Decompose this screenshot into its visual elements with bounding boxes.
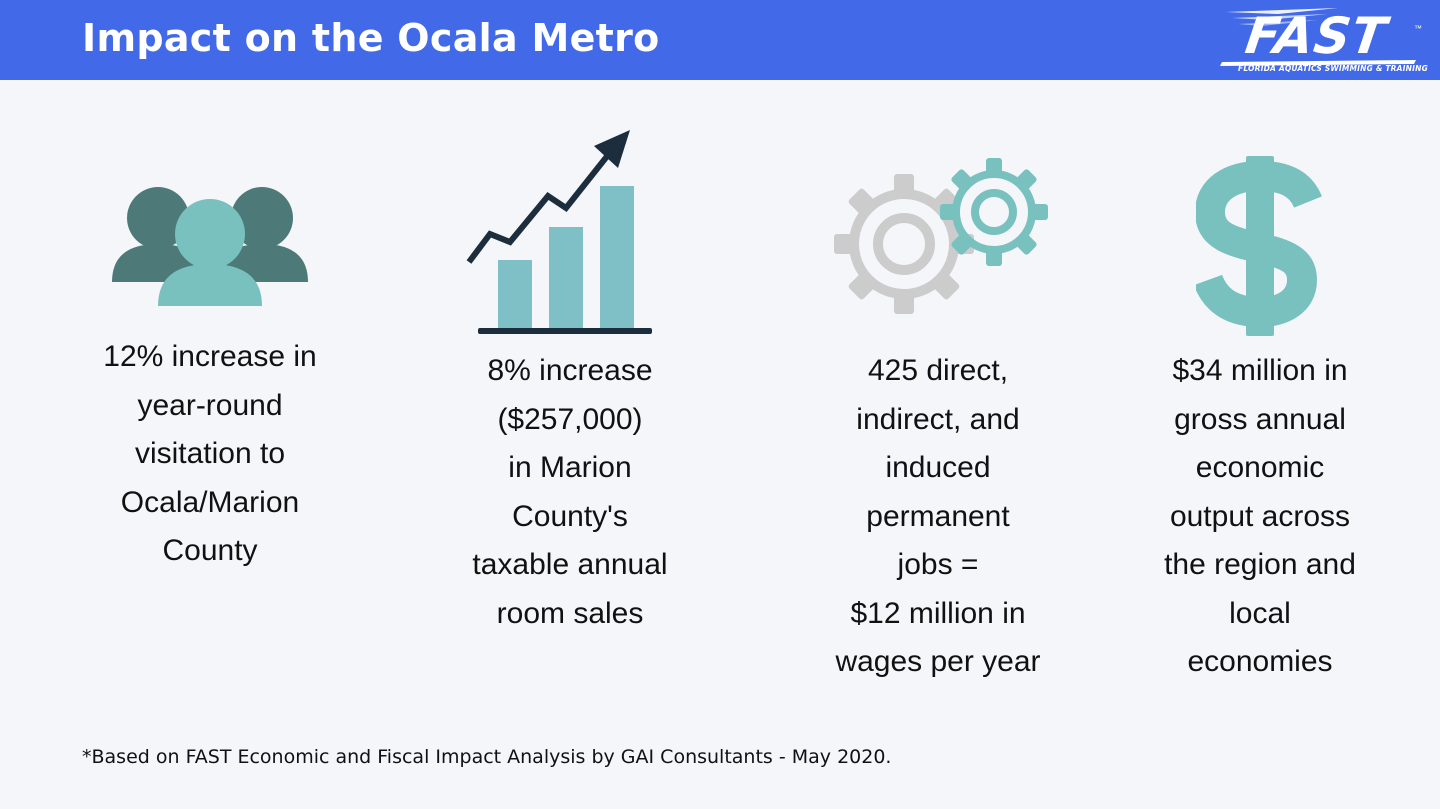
header-bar: Impact on the Ocala Metro FAST ™ FLORIDA… [0, 0, 1440, 80]
gears-icon [834, 158, 1048, 314]
footnote: *Based on FAST Economic and Fiscal Impac… [82, 746, 892, 768]
stat-room-sales: 8% increase ($257,000) in Marion County'… [472, 354, 668, 630]
logo-wordmark: FAST [1241, 7, 1391, 65]
page-title: Impact on the Ocala Metro [82, 16, 660, 60]
dollar-sign-icon [1196, 156, 1322, 336]
logo-tagline: FLORIDA AQUATICS SWIMMING & TRAINING [1238, 64, 1428, 73]
growth-chart-icon [466, 130, 652, 334]
stat-visitation: 12% increase in year-round visitation to… [103, 340, 317, 567]
stat-economic-output: $34 million in gross annual economic out… [1164, 354, 1356, 678]
people-icon [112, 187, 308, 306]
logo-trademark: ™ [1414, 24, 1422, 33]
stat-jobs: 425 direct, indirect, and induced perman… [835, 354, 1041, 678]
fast-logo: FAST ™ FLORIDA AQUATICS SWIMMING & TRAIN… [1218, 4, 1428, 78]
logo-swoosh-icon [1220, 8, 1416, 66]
